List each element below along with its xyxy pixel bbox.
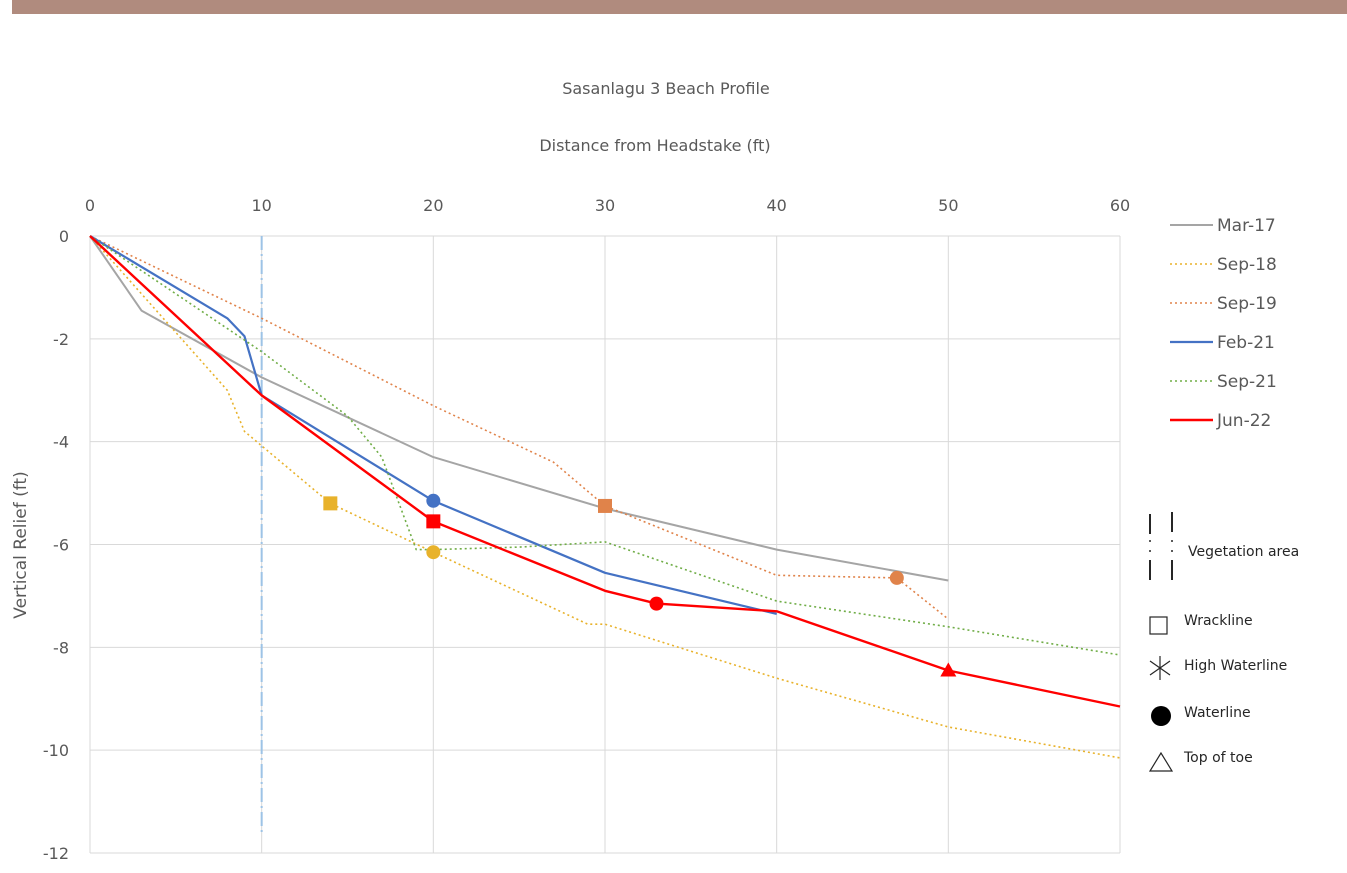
marker-legend-label-waterline: Waterline [1184, 705, 1251, 721]
square-marker-sep-19 [598, 498, 612, 513]
top-decorative-bar [12, 0, 1347, 14]
top-of-toe-symbol [1148, 751, 1174, 772]
veg-symbol-dot-3 [1171, 540, 1173, 542]
legend-label-jun-22: Jun-22 [1216, 411, 1271, 431]
x-tick-label: 10 [251, 196, 271, 215]
legend-label-feb-21: Feb-21 [1217, 333, 1275, 353]
y-tick-label: -4 [53, 433, 69, 452]
legend-label-sep-19: Sep-19 [1217, 294, 1277, 314]
triangle-marker-jun-22 [940, 662, 957, 677]
x-tick-labels: 0 10 20 30 40 50 60 [85, 196, 1130, 215]
square-marker-sep-18 [323, 496, 338, 511]
y-tick-label: -10 [43, 741, 69, 760]
y-tick-label: -8 [53, 638, 69, 657]
legend-label-mar-17: Mar-17 [1217, 216, 1276, 236]
marker-legend-label-top-of-toe: Top of toe [1183, 750, 1253, 766]
x-tick-label: 0 [85, 196, 95, 215]
circle-marker-jun-22 [649, 596, 664, 611]
circle-marker-sep-18 [426, 545, 441, 560]
y-axis-label: Vertical Relief (ft) [11, 471, 31, 618]
x-tick-label: 40 [766, 196, 786, 215]
marker-legend-label-wrackline: Wrackline [1184, 613, 1253, 629]
x-tick-label: 30 [595, 196, 615, 215]
chart-title: Sasanlagu 3 Beach Profile [562, 79, 770, 98]
series-line-mar-17 [89, 235, 949, 582]
y-tick-labels: 0 -2 -4 -6 -8 -10 -12 [43, 227, 69, 863]
y-tick-label: 0 [59, 227, 69, 246]
waterline-symbol [1151, 706, 1171, 726]
y-tick-label: -12 [43, 844, 69, 863]
x-axis-label: Distance from Headstake (ft) [539, 136, 770, 155]
y-tick-label: -2 [53, 330, 69, 349]
circle-marker-feb-21 [426, 493, 441, 508]
marker-legend-label-vegetation-area: Vegetation area [1188, 544, 1299, 560]
data-markers [323, 493, 957, 677]
series-line-sep-19 [89, 235, 949, 620]
series-line-jun-22 [89, 235, 1121, 708]
veg-symbol-dot-1 [1149, 540, 1151, 542]
circle-marker-sep-19 [889, 570, 904, 585]
legend: Mar-17 Sep-18 Sep-19 Feb-21 Sep-21 Jun-22 [1170, 216, 1277, 431]
marker-legend-label-high-waterline: High Waterline [1184, 658, 1287, 674]
series-lines [89, 235, 1121, 759]
veg-symbol-dot-4 [1171, 550, 1173, 552]
y-tick-label: -6 [53, 536, 69, 555]
x-tick-label: 50 [938, 196, 958, 215]
marker-legend: Vegetation area Wrackline High Waterline Wa… [1148, 512, 1299, 772]
veg-symbol-dot-2 [1149, 550, 1151, 552]
grid-lines [89, 235, 1121, 854]
square-marker-jun-22 [426, 514, 441, 529]
x-tick-label: 20 [423, 196, 443, 215]
x-tick-label: 60 [1110, 196, 1130, 215]
legend-label-sep-18: Sep-18 [1217, 255, 1277, 275]
wrackline-symbol [1149, 616, 1168, 635]
legend-label-sep-21: Sep-21 [1217, 372, 1277, 392]
asterisk-stroke-3 [1149, 660, 1171, 676]
